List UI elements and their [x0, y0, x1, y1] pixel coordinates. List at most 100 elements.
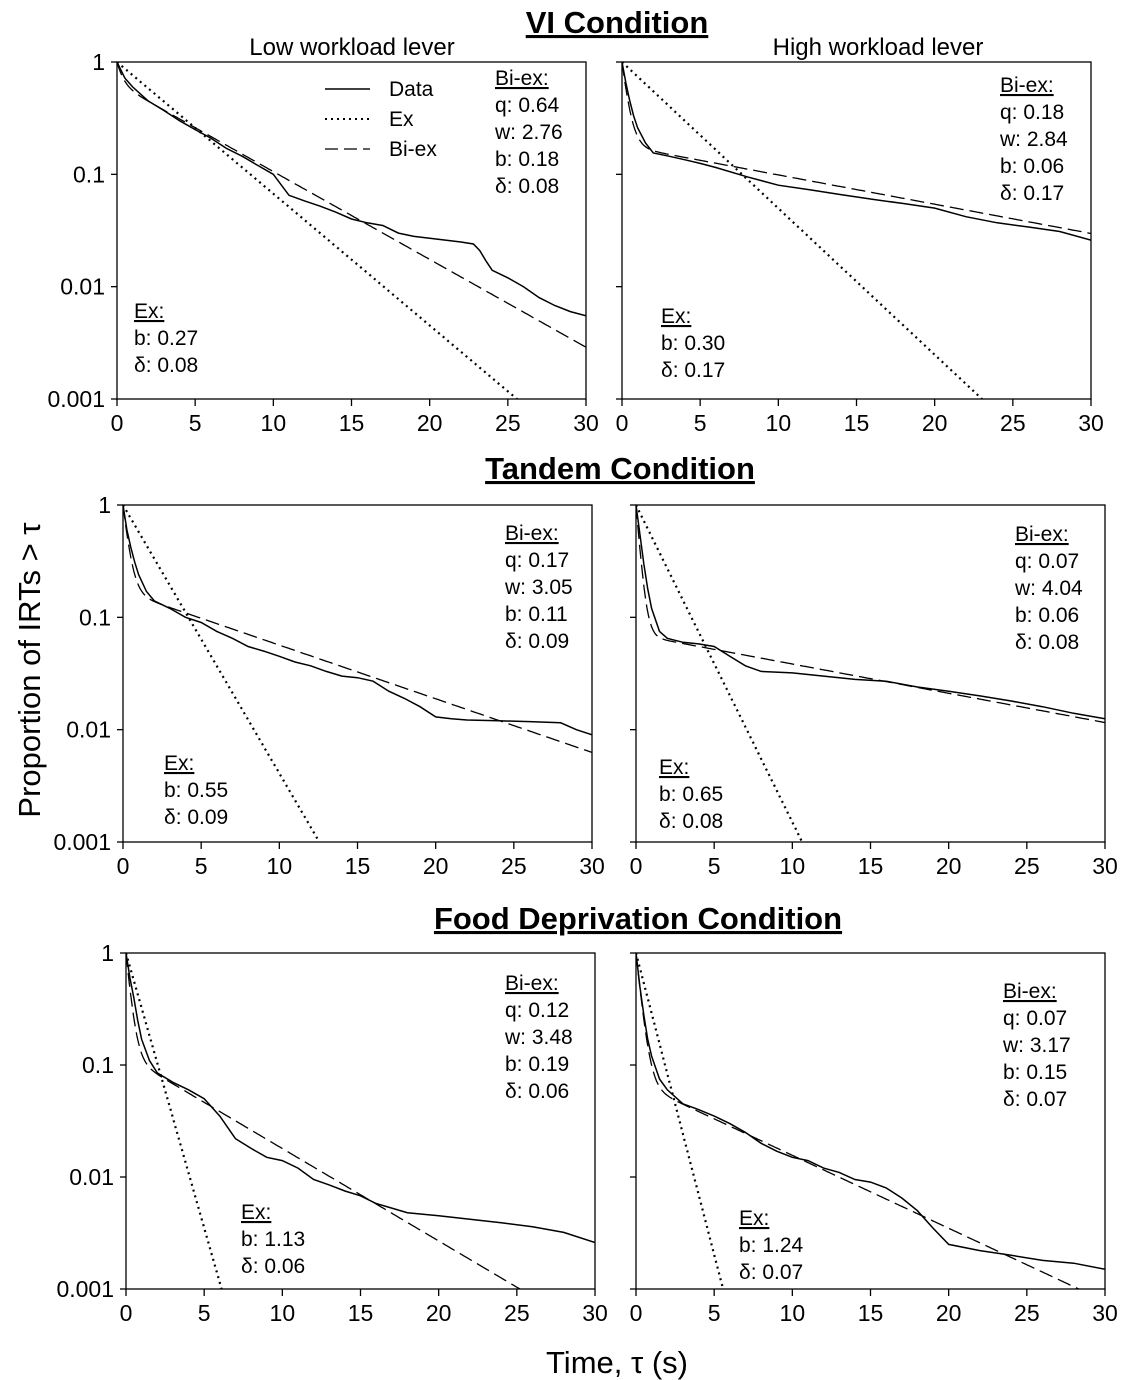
x-tick-label: 30: [1092, 1300, 1118, 1326]
x-tick-label: 5: [708, 1300, 721, 1326]
biex-fit-line: [636, 953, 1081, 1289]
panel-4: 0 5 10 15 20 25 30 Bi-ex: q: 0.07 w: 4.04 b: 0.06 δ…: [630, 504, 1118, 879]
biex-param-heading: Bi-ex:: [495, 67, 549, 90]
ex-fit-line: [126, 953, 223, 1289]
y-tick-label: 0.1: [82, 1052, 114, 1078]
x-tick-label: 15: [345, 853, 371, 879]
condition-title-food-deprivation: Food Deprivation Condition: [434, 901, 842, 936]
biex-param-value: q: 0.17: [505, 549, 569, 572]
ex-param-heading: Ex:: [164, 752, 194, 775]
x-tick-label: 0: [111, 410, 124, 436]
x-tick-label: 20: [426, 1300, 452, 1326]
x-tick-label: 0: [117, 853, 130, 879]
ex-param-value: b: 0.55: [164, 779, 228, 802]
ex-fit-line: [636, 505, 804, 842]
x-tick-label: 25: [1014, 1300, 1040, 1326]
biex-param-value: w: 3.17: [1002, 1034, 1071, 1057]
ex-param-heading: Ex:: [241, 1201, 271, 1224]
y-tick-label: 0.1: [73, 161, 105, 187]
data-line: [117, 62, 586, 317]
ex-param-value: b: 1.24: [739, 1234, 804, 1257]
biex-param-heading: Bi-ex:: [505, 522, 559, 545]
biex-param-value: δ: 0.06: [505, 1080, 569, 1103]
ex-param-value: δ: 0.09: [164, 806, 228, 829]
biex-fit-line: [117, 62, 586, 348]
condition-title-tandem: Tandem Condition: [485, 451, 755, 486]
biex-param-value: b: 0.06: [1000, 155, 1064, 178]
legend: Data Ex Bi-ex: [325, 78, 437, 161]
x-tick-label: 30: [1092, 853, 1118, 879]
data-line: [123, 505, 592, 736]
x-tick-label: 10: [780, 1300, 806, 1326]
y-tick-label: 0.001: [56, 1276, 114, 1302]
biex-fit-line: [126, 953, 522, 1289]
data-line: [636, 505, 1105, 720]
x-tick-label: 0: [630, 853, 643, 879]
biex-param-value: δ: 0.07: [1003, 1088, 1067, 1111]
y-axis-label: Proportion of IRTs > τ: [12, 522, 47, 817]
x-tick-label: 15: [858, 1300, 884, 1326]
biex-fit-line: [622, 62, 1091, 235]
ex-param-value: b: 0.27: [134, 327, 198, 350]
x-tick-label: 0: [616, 410, 629, 436]
ex-param-value: b: 1.13: [241, 1228, 305, 1251]
y-tick-label: 0.01: [60, 274, 105, 300]
panels: 0 5 10 15 20 25 30 1 0.1 0.01 0.001 Bi-ex: q: 0.64 w:…: [47, 49, 1118, 1326]
x-tick-label: 15: [339, 410, 365, 436]
x-tick-label: 25: [495, 410, 521, 436]
x-tick-label: 10: [270, 1300, 296, 1326]
biex-param-value: b: 0.19: [505, 1053, 569, 1076]
ex-param-value: δ: 0.08: [134, 354, 198, 377]
x-tick-label: 5: [694, 410, 707, 436]
ex-param-value: b: 0.65: [659, 783, 723, 806]
y-tick-label: 0.001: [47, 386, 105, 412]
biex-param-heading: Bi-ex:: [1000, 74, 1054, 97]
column-title-high-workload: High workload lever: [773, 34, 984, 61]
biex-param-value: w: 3.48: [504, 1026, 573, 1049]
x-tick-label: 5: [189, 410, 202, 436]
ex-param-heading: Ex:: [661, 305, 691, 328]
x-tick-label: 5: [195, 853, 208, 879]
biex-param-value: b: 0.06: [1015, 604, 1079, 627]
x-tick-label: 20: [936, 853, 962, 879]
ex-param-value: δ: 0.08: [659, 810, 723, 833]
biex-param-value: q: 0.18: [1000, 101, 1064, 124]
biex-param-value: q: 0.64: [495, 94, 560, 117]
biex-fit-line: [123, 505, 592, 754]
panel-1: 0 5 10 15 20 25 30 1 0.1 0.01 0.001 Bi-ex: q: 0.64 w:…: [47, 49, 599, 436]
column-title-low-workload: Low workload lever: [249, 34, 454, 61]
biex-param-value: w: 2.84: [999, 128, 1068, 151]
biex-param-value: q: 0.12: [505, 999, 569, 1022]
x-axis-label: Time, τ (s): [546, 1345, 688, 1380]
biex-param-heading: Bi-ex:: [1003, 980, 1057, 1003]
ex-param-value: b: 0.30: [661, 332, 725, 355]
x-tick-label: 15: [348, 1300, 374, 1326]
biex-param-value: δ: 0.08: [495, 175, 559, 198]
x-tick-label: 30: [573, 410, 599, 436]
x-tick-label: 15: [844, 410, 870, 436]
x-tick-label: 5: [708, 853, 721, 879]
x-tick-label: 0: [120, 1300, 133, 1326]
x-tick-label: 0: [630, 1300, 643, 1326]
x-tick-label: 20: [936, 1300, 962, 1326]
x-tick-label: 10: [261, 410, 287, 436]
biex-param-heading: Bi-ex:: [1015, 523, 1069, 546]
y-tick-label: 0.1: [79, 604, 111, 630]
y-tick-label: 0.001: [53, 829, 111, 855]
ex-param-heading: Ex:: [134, 300, 164, 323]
y-tick-label: 1: [98, 492, 111, 518]
legend-biex-label: Bi-ex: [389, 138, 437, 161]
x-tick-label: 25: [1014, 853, 1040, 879]
ex-param-value: δ: 0.17: [661, 359, 725, 382]
y-tick-label: 0.01: [69, 1164, 114, 1190]
biex-param-value: w: 2.76: [494, 121, 563, 144]
ex-param-value: δ: 0.06: [241, 1255, 305, 1278]
data-line: [126, 953, 595, 1244]
x-tick-label: 15: [858, 853, 884, 879]
biex-param-value: b: 0.15: [1003, 1061, 1067, 1084]
x-tick-label: 30: [579, 853, 605, 879]
ex-param-value: δ: 0.07: [739, 1261, 803, 1284]
biex-param-value: δ: 0.08: [1015, 631, 1079, 654]
biex-fit-line: [636, 505, 1105, 724]
